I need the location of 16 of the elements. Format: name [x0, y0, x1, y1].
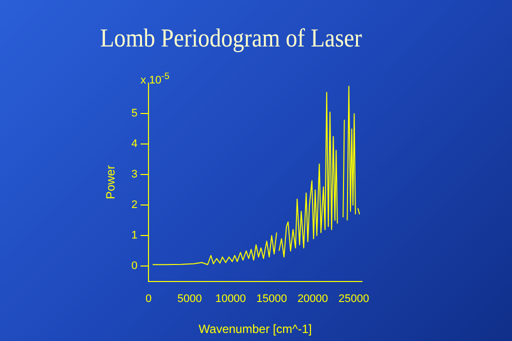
y-tick-label: 1	[131, 230, 138, 242]
y-tick-label: 5	[131, 108, 138, 120]
y-tick-label: 2	[131, 199, 138, 212]
y-tick-label: 3	[131, 168, 138, 181]
y-tick-label: 0	[131, 260, 138, 272]
x-tick-label: 20000	[297, 293, 328, 306]
annotation: x 10$^{-5}$	[140, 70, 170, 88]
x-axis-title: Wavenumber [cm^-1]	[198, 322, 312, 336]
x-tick-label: 10000	[215, 293, 246, 306]
x-tick-label: 15000	[256, 293, 287, 306]
chart-title: Lomb Periodogram of Laser	[100, 24, 362, 53]
x-tick-label: 5000	[177, 293, 202, 306]
x-tick-label: 0	[145, 293, 152, 306]
y-axis-title: Power	[104, 165, 118, 200]
y-tick-label: 4	[131, 138, 138, 150]
x-tick-label: 25000	[338, 293, 370, 306]
